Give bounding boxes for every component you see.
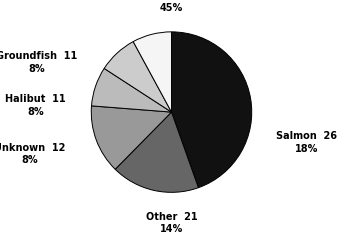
Text: Salmon  26
18%: Salmon 26 18% <box>276 131 337 154</box>
Text: Halibut  11
8%: Halibut 11 8% <box>5 94 65 117</box>
Wedge shape <box>104 42 172 112</box>
Text: Shellfish  65
45%: Shellfish 65 45% <box>137 0 206 13</box>
Wedge shape <box>91 106 172 169</box>
Wedge shape <box>172 32 252 188</box>
Wedge shape <box>133 32 172 112</box>
Text: Unknown  12
8%: Unknown 12 8% <box>0 143 65 165</box>
Text: Groundfish  11
8%: Groundfish 11 8% <box>0 51 77 74</box>
Text: Other  21
14%: Other 21 14% <box>146 212 197 234</box>
Wedge shape <box>115 112 198 192</box>
Wedge shape <box>91 68 172 112</box>
